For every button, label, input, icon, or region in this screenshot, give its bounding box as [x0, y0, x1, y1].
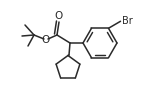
- Text: Br: Br: [123, 16, 133, 26]
- Text: O: O: [42, 35, 50, 45]
- Text: O: O: [55, 11, 63, 21]
